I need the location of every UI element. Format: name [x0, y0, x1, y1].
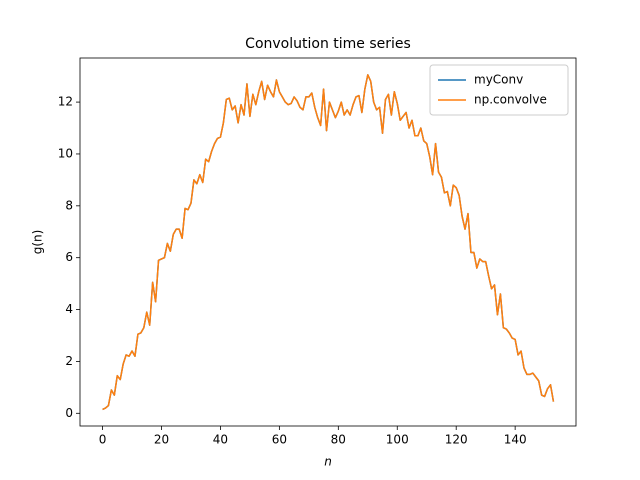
legend-box [429, 64, 569, 116]
x-tick-label: 40 [213, 433, 228, 447]
y-tick-label: 4 [65, 302, 73, 316]
y-tick-label: 10 [58, 146, 73, 160]
y-tick-label: 12 [58, 95, 73, 109]
x-tick-label: 0 [99, 433, 107, 447]
x-tick-label: 80 [331, 433, 346, 447]
legend-label: np.convolve [474, 93, 547, 107]
chart-title: Convolution time series [245, 36, 411, 52]
plot-frame [79, 57, 577, 427]
y-tick-label: 8 [65, 198, 73, 212]
y-tick-label: 6 [65, 250, 73, 264]
y-tick-label: 0 [65, 406, 73, 420]
x-tick-label: 60 [272, 433, 287, 447]
x-axis-label: n [324, 455, 332, 469]
y-tick-label: 2 [65, 354, 73, 368]
x-tick-label: 100 [386, 433, 409, 447]
line-series [102, 74, 555, 411]
legend-label: myConv [474, 73, 523, 87]
y-axis-label: g(n) [31, 230, 45, 255]
x-tick-label: 140 [504, 433, 527, 447]
x-tick-label: 120 [445, 433, 468, 447]
x-tick-label: 20 [154, 433, 169, 447]
